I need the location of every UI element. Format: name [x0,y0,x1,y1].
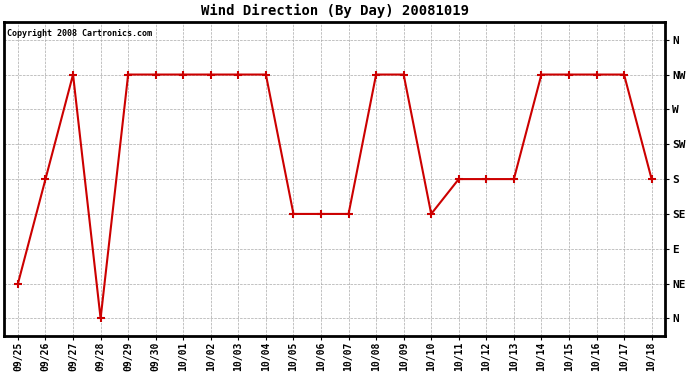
Text: Copyright 2008 Cartronics.com: Copyright 2008 Cartronics.com [8,28,152,38]
Title: Wind Direction (By Day) 20081019: Wind Direction (By Day) 20081019 [201,4,469,18]
